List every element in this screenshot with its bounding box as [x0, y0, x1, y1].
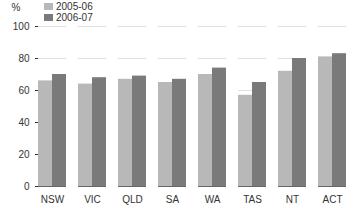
- svg-text:TAS: TAS: [243, 194, 262, 205]
- svg-text:SA: SA: [166, 194, 180, 205]
- svg-text:0: 0: [24, 181, 30, 192]
- svg-text:20: 20: [18, 149, 30, 160]
- svg-text:VIC: VIC: [84, 194, 101, 205]
- svg-text:NSW: NSW: [41, 194, 65, 205]
- svg-text:NT: NT: [286, 194, 299, 205]
- svg-text:100: 100: [13, 21, 30, 32]
- svg-text:WA: WA: [205, 194, 221, 205]
- svg-text:40: 40: [18, 117, 30, 128]
- svg-text:ACT: ACT: [323, 194, 343, 205]
- html-text:2005-06: 2005-06: [56, 1, 93, 12]
- svg-text:80: 80: [18, 53, 30, 64]
- svg-text:QLD: QLD: [122, 194, 143, 205]
- svg-text:60: 60: [18, 85, 30, 96]
- svg-text:%: %: [12, 2, 21, 13]
- html-text:2006-07: 2006-07: [56, 12, 93, 23]
